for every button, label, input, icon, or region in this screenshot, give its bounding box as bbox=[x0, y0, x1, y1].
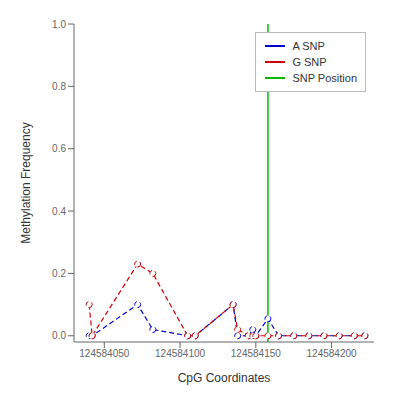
svg-text:CpG Coordinates: CpG Coordinates bbox=[178, 371, 271, 385]
svg-text:124584200: 124584200 bbox=[307, 348, 357, 359]
svg-text:124584150: 124584150 bbox=[231, 348, 281, 359]
svg-text:0.0: 0.0 bbox=[52, 330, 66, 341]
html-text:G SNP: G SNP bbox=[292, 56, 327, 68]
svg-text:Methylation Frequency: Methylation Frequency bbox=[19, 122, 33, 243]
svg-text:0.6: 0.6 bbox=[52, 143, 66, 154]
svg-text:0.4: 0.4 bbox=[52, 206, 66, 217]
svg-text:1.0: 1.0 bbox=[52, 19, 66, 30]
html-text:SNP Position: SNP Position bbox=[292, 72, 357, 84]
html-text:A SNP: A SNP bbox=[292, 40, 325, 52]
svg-text:124584100: 124584100 bbox=[155, 348, 205, 359]
svg-text:0.2: 0.2 bbox=[52, 268, 66, 279]
svg-text:124584050: 124584050 bbox=[79, 348, 129, 359]
svg-text:0.8: 0.8 bbox=[52, 81, 66, 92]
